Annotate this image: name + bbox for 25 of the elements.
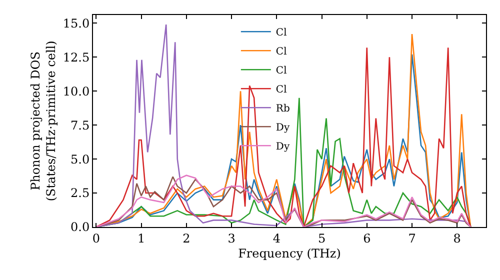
x-axis-title: Frequency (THz) — [238, 246, 341, 260]
y-axis-title: Phonon projected DOS (States/THz·primitive cell) — [28, 40, 58, 202]
x-tick-label: 2 — [182, 231, 190, 246]
y-tick-label: 2.5 — [70, 186, 90, 200]
x-tick-label: 0 — [92, 231, 100, 246]
x-tick-label: 4 — [272, 231, 281, 246]
x-tick-label: 5 — [318, 231, 326, 246]
y-tick-label: 0.0 — [70, 220, 90, 234]
x-tick-label: 1 — [137, 231, 146, 246]
legend-label: Dy — [276, 122, 290, 134]
y-tick-label: 10.0 — [62, 84, 90, 98]
legend-label: Cl — [276, 46, 287, 58]
legend-label: Cl — [276, 66, 287, 77]
legend-label: Rb — [276, 104, 290, 115]
x-tick-label: 7 — [408, 231, 416, 246]
x-tick-label: 8 — [453, 231, 461, 246]
y-tick-label: 15.0 — [62, 16, 90, 30]
legend-label: Dy — [276, 142, 290, 153]
x-tick-label: 6 — [363, 231, 371, 246]
legend-label: Cl — [276, 28, 287, 39]
legend-label: Cl — [276, 84, 287, 96]
x-tick-label: 3 — [228, 231, 236, 246]
y-tick-label: 5.0 — [70, 152, 90, 166]
y-tick-label: 7.5 — [70, 118, 90, 132]
y-tick-label: 12.5 — [62, 50, 90, 64]
